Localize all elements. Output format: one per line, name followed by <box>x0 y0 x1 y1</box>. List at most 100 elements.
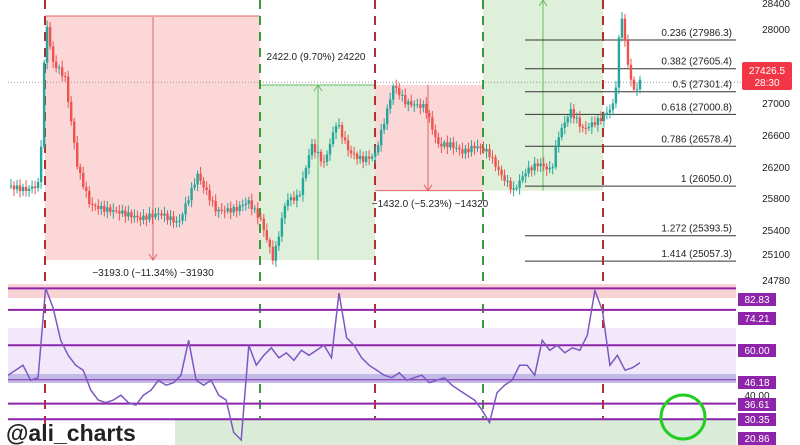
candle-body <box>467 148 470 153</box>
candle-body <box>232 207 235 213</box>
candle-body <box>476 146 479 149</box>
candles-layer <box>9 11 642 267</box>
candle-body <box>97 205 100 210</box>
measure-layer: −3193.0 (−11.34%) −31930 2422.0 (9.70%) … <box>92 52 488 279</box>
candle-body <box>331 132 335 145</box>
candle-body <box>193 184 196 188</box>
candle-body <box>626 40 630 65</box>
candle-body <box>118 210 121 214</box>
rsi-level-badge <box>738 398 776 411</box>
y-tick-label: 26600 <box>762 131 790 142</box>
y-tick-label: 25800 <box>762 194 790 205</box>
rsi-level-label: 36.61 <box>744 400 769 411</box>
candle-body <box>48 26 52 47</box>
candle-body <box>51 46 55 62</box>
candle-body <box>70 101 73 122</box>
y-tick-label: 26200 <box>762 163 790 174</box>
candle-body <box>503 175 506 181</box>
candle-body <box>602 114 606 122</box>
candle-body <box>151 213 154 218</box>
y-tick-label: 28000 <box>762 25 790 36</box>
candle-body <box>464 148 467 154</box>
candle-body <box>169 216 172 220</box>
candle-body <box>494 157 497 167</box>
candle-body <box>355 153 359 160</box>
candle-body <box>431 117 434 130</box>
candle-body <box>608 109 612 113</box>
fib-label: 0.786 (26578.4) <box>661 134 732 145</box>
candle-body <box>623 18 627 41</box>
candle-body <box>512 188 515 190</box>
candle-body <box>60 67 64 77</box>
candle-body <box>605 112 609 115</box>
y-tick-label: 27000 <box>762 99 790 110</box>
candle-body <box>160 213 163 216</box>
candle-body <box>223 210 226 212</box>
candle-body <box>202 180 205 188</box>
candle-body <box>449 142 452 148</box>
candle-body <box>370 156 374 159</box>
candle-body <box>286 200 290 207</box>
candle-body <box>42 62 46 147</box>
rsi-mid-band <box>8 374 736 383</box>
candle-body <box>635 89 639 91</box>
rsi-level-badge <box>738 344 776 357</box>
fib-label: 0.5 (27301.4) <box>673 80 733 91</box>
candle-body <box>79 166 82 173</box>
current-price-value: 27426.5 <box>749 66 786 77</box>
candle-body <box>121 210 124 214</box>
candle-body <box>280 218 284 237</box>
candle-body <box>229 208 232 213</box>
candle-body <box>298 194 302 196</box>
candle-body <box>33 186 37 188</box>
candle-body <box>124 210 127 217</box>
candle-body <box>328 144 332 155</box>
candle-body <box>422 104 425 108</box>
candle-body <box>148 213 151 220</box>
candle-body <box>136 215 139 218</box>
candle-body <box>491 156 494 158</box>
candle-body <box>343 137 347 141</box>
candle-body <box>301 178 305 195</box>
candle-body <box>145 215 148 220</box>
candle-body <box>63 76 67 78</box>
candle-body <box>572 109 575 119</box>
rsi-level-badge <box>738 432 776 445</box>
candle-body <box>265 230 269 240</box>
candle-body <box>554 145 557 168</box>
candle-body <box>367 156 371 159</box>
candle-body <box>425 104 428 114</box>
candle-body <box>632 79 636 90</box>
candle-body <box>599 118 603 122</box>
candle-body <box>548 167 551 170</box>
candle-body <box>133 215 136 218</box>
candle-body <box>364 156 368 162</box>
candle-body <box>238 205 241 211</box>
rsi-level-label: 60.00 <box>744 346 769 357</box>
candle-body <box>509 180 512 190</box>
candle-body <box>157 213 160 215</box>
candle-body <box>196 173 199 185</box>
candle-body <box>12 185 16 190</box>
candle-body <box>581 126 585 128</box>
candle-body <box>395 86 398 88</box>
candle-body <box>500 169 503 176</box>
candle-body <box>18 185 22 192</box>
candle-body <box>85 186 88 191</box>
candle-body <box>259 217 262 219</box>
candle-body <box>319 151 323 162</box>
candle-body <box>106 207 109 212</box>
candle-body <box>172 216 175 223</box>
candle-body <box>539 163 542 167</box>
y-tick-label: 25100 <box>762 250 790 261</box>
candle-body <box>404 94 407 105</box>
candle-body <box>271 246 275 261</box>
candle-body <box>434 129 437 138</box>
candle-body <box>413 104 416 106</box>
candle-body <box>139 217 142 220</box>
candle-body <box>82 172 85 187</box>
highlight-circle <box>659 393 707 441</box>
candle-body <box>115 210 118 212</box>
candle-body <box>349 150 353 154</box>
